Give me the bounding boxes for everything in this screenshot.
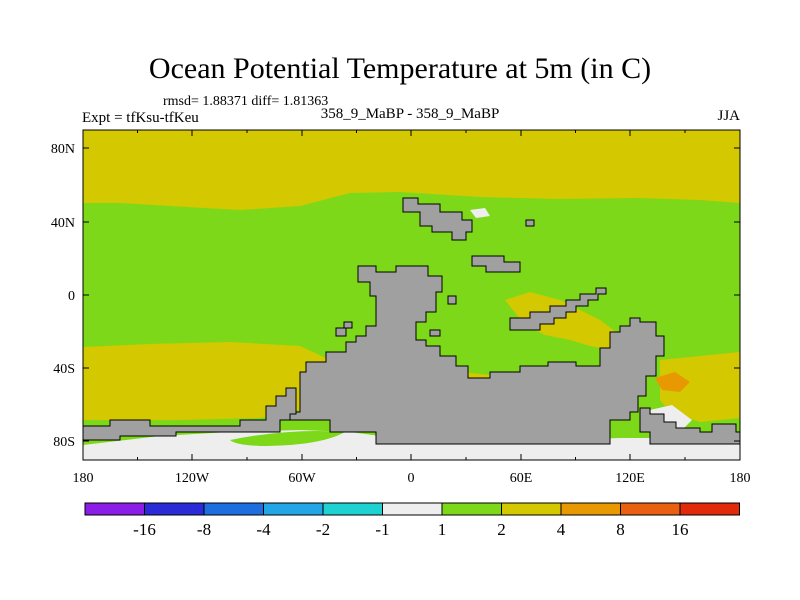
colorbar-swatch <box>560 502 621 516</box>
y-tick-label: 0 <box>68 289 75 304</box>
colorbar-swatch <box>144 502 205 516</box>
x-tick-label: 120W <box>175 471 210 486</box>
field-1-to-2-south-lens <box>230 431 345 446</box>
colorbar <box>84 502 740 516</box>
colorbar-label: -2 <box>316 520 330 539</box>
map-panel <box>82 129 741 461</box>
land-tiny-island-3 <box>335 327 347 337</box>
colorbar-label: -16 <box>133 520 156 539</box>
rmsd-diff-stats: rmsd= 1.88371 diff= 1.81363 <box>163 94 329 109</box>
land-tiny-island-2 <box>525 219 535 227</box>
x-tick-label: 180 <box>730 471 751 486</box>
colorbar-swatch <box>679 502 740 516</box>
colorbar-swatch <box>441 502 502 516</box>
land-tiny-island-1 <box>447 295 457 305</box>
colorbar-label: 8 <box>616 520 625 539</box>
colorbar-swatch <box>263 502 324 516</box>
x-tick-label: 0 <box>408 471 415 486</box>
land-small-island <box>471 255 521 273</box>
land-masses <box>82 197 741 445</box>
plot-title: Ocean Potential Temperature at 5m (in C) <box>148 52 652 85</box>
field-2-to-4-north <box>83 130 740 210</box>
x-tick-label: 60W <box>288 471 316 486</box>
y-tick-label: 40S <box>53 362 75 377</box>
land-east-peninsula <box>509 287 607 331</box>
colorbar-label: 4 <box>557 520 566 539</box>
season-label: JJA <box>717 108 740 124</box>
colorbar-swatch <box>203 502 264 516</box>
field-near-zero-north <box>470 208 490 218</box>
field-2-to-4-east-pacific <box>505 292 620 350</box>
colorbar-label: -1 <box>375 520 389 539</box>
land-tiny-island-5 <box>429 329 441 337</box>
x-axis-labels: 180 120W 60W 0 60E 120E 180 <box>73 471 751 486</box>
colorbar-labels: -16 -8 -4 -2 -1 1 2 4 8 16 <box>133 520 688 539</box>
colorbar-label: 1 <box>438 520 447 539</box>
y-tick-label: 80N <box>51 142 75 157</box>
case-comparison-label: 358_9_MaBP - 358_9_MaBP <box>320 106 500 122</box>
frame-ticks <box>82 130 741 460</box>
land-main-continent <box>279 265 665 445</box>
x-tick-label: 180 <box>73 471 94 486</box>
field-2-to-4-southeast <box>660 352 740 422</box>
colorbar-label: 16 <box>672 520 689 539</box>
x-tick-label: 60E <box>510 471 533 486</box>
colorbar-label: -4 <box>256 520 271 539</box>
y-axis-labels: 80N 40N 0 40S 80S <box>51 142 75 450</box>
colorbar-swatch <box>382 502 443 516</box>
y-tick-label: 80S <box>53 435 75 450</box>
colorbar-label: -8 <box>197 520 211 539</box>
field-4-to-8-patch <box>655 372 690 392</box>
x-tick-label: 120E <box>615 471 645 486</box>
colorbar-swatch <box>501 502 562 516</box>
colorbar-label: 2 <box>497 520 506 539</box>
land-west-coast-strip <box>82 387 297 441</box>
colorbar-swatch <box>620 502 681 516</box>
y-tick-label: 40N <box>51 216 75 231</box>
colorbar-swatch <box>84 502 145 516</box>
land-east-coast-strip <box>639 407 741 445</box>
experiment-label: Expt = tfKsu-tfKeu <box>82 110 199 126</box>
colorbar-swatch <box>322 502 383 516</box>
land-north-block <box>402 197 473 241</box>
land-tiny-island-4 <box>343 321 353 329</box>
